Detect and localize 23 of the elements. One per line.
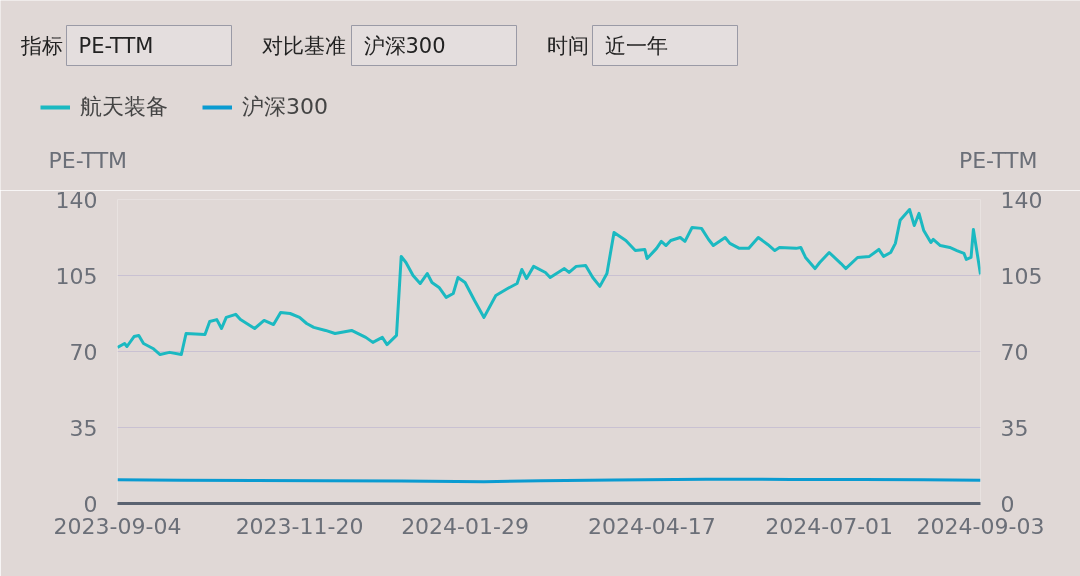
text: 沪深300 <box>363 33 446 58</box>
x-tick-label: 2024-04-17 <box>587 513 716 539</box>
y-tick-label: 105 <box>55 263 98 289</box>
y-tick-label: 35 <box>69 415 98 441</box>
line-series <box>117 207 981 357</box>
y2-tick-label: 70 <box>1000 339 1029 365</box>
x-tick-label: 2023-11-20 <box>235 513 364 539</box>
y2-tick-label: 105 <box>1000 263 1043 289</box>
y2-tick-label: 140 <box>1000 187 1043 213</box>
text: 时间 <box>546 33 589 58</box>
text: PE-TTM <box>78 33 154 58</box>
y2-tick-label: 35 <box>1000 415 1029 441</box>
legend-label: 航天装备 <box>80 93 168 121</box>
x-tick-label: 2024-07-01 <box>765 513 894 539</box>
y2-axis-title: PE-TTM <box>958 148 1038 173</box>
legend-label: 沪深300 <box>242 93 328 121</box>
y-axis-title: PE-TTM <box>48 148 128 173</box>
y-tick-label: 140 <box>55 187 98 213</box>
y-tick-label: 70 <box>69 339 98 365</box>
x-tick-label: 2024-01-29 <box>401 513 529 539</box>
text: 对比基准 <box>261 33 346 58</box>
text: 近一年 <box>604 33 668 58</box>
text: 指标 <box>19 33 63 58</box>
